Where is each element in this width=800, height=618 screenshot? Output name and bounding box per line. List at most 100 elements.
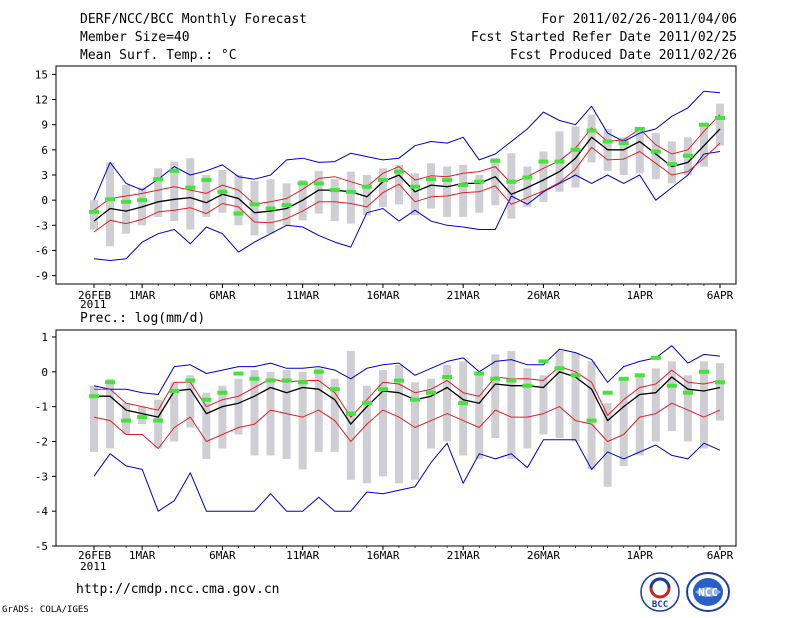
ncc-logo-text: NCC <box>698 586 718 599</box>
box-mark <box>378 168 387 207</box>
box-mark <box>667 361 676 432</box>
y-tick-label: 15 <box>35 68 48 81</box>
median-mark <box>618 376 629 381</box>
median-mark <box>121 199 132 204</box>
series-line-lower-spread <box>93 142 721 233</box>
prec-panel-title: Prec.: log(mm/d) <box>80 311 205 326</box>
box-mark <box>683 375 692 442</box>
median-mark <box>410 397 421 402</box>
box-mark <box>411 173 420 216</box>
series-line-mean <box>93 128 721 222</box>
median-mark <box>217 390 228 395</box>
x-tick-label: 26FEB <box>78 549 111 562</box>
median-mark <box>586 128 597 133</box>
box-mark <box>555 350 564 438</box>
x-tick-label: 6APR <box>707 549 734 562</box>
box-mark <box>571 126 580 188</box>
median-mark <box>345 189 356 194</box>
median-mark <box>265 206 276 211</box>
series-line-upper-spread <box>93 114 721 211</box>
box-mark <box>202 392 211 459</box>
box-mark <box>491 158 500 206</box>
median-mark <box>297 181 308 186</box>
box-mark <box>459 361 468 456</box>
box-mark <box>250 180 259 236</box>
x-tick-label: 11MAR <box>286 289 319 302</box>
x-tick-label: 1APR <box>626 289 653 302</box>
box-mark <box>491 354 500 438</box>
box-mark <box>362 175 371 216</box>
series-line-max <box>93 90 721 201</box>
median-mark <box>249 202 260 207</box>
x-tick-label: 26MAR <box>527 289 560 302</box>
x-tick-label: 16MAR <box>366 549 399 562</box>
box-mark <box>90 385 98 452</box>
y-tick-label: -9 <box>35 270 48 283</box>
box-mark <box>651 133 660 180</box>
box-mark <box>411 382 420 480</box>
series-line-min <box>93 439 721 512</box>
median-mark <box>345 411 356 416</box>
box-mark <box>507 153 516 219</box>
y-tick-label: -3 <box>35 219 48 232</box>
median-mark <box>538 159 549 164</box>
y-tick-label: 6 <box>41 144 48 157</box>
ncc-logo: NCC <box>686 572 730 612</box>
bcc-logo: BCC <box>640 572 680 612</box>
median-mark <box>169 168 180 173</box>
box-mark <box>234 378 243 435</box>
box-mark <box>170 382 179 442</box>
median-mark <box>570 373 581 378</box>
grads-credit: GrADS: COLA/IGES <box>2 605 89 615</box>
x-tick-label: 21MAR <box>447 549 480 562</box>
y-tick-label: 0 <box>41 366 48 379</box>
box-mark <box>218 385 227 449</box>
box-mark <box>154 399 163 449</box>
box-mark <box>619 137 628 175</box>
series-line-mean <box>94 371 721 425</box>
plot-frame <box>55 329 737 547</box>
header-title: DERF/NCC/BCC Monthly Forecast <box>80 12 307 27</box>
median-mark <box>361 184 372 189</box>
median-mark <box>522 175 533 180</box>
median-mark <box>458 401 469 406</box>
y-tick-label: 0 <box>41 194 48 207</box>
y-tick-label: -6 <box>35 244 48 257</box>
box-mark <box>523 166 532 207</box>
median-mark <box>682 153 693 158</box>
median-mark <box>297 380 308 385</box>
median-mark <box>618 141 629 146</box>
median-mark <box>490 376 501 381</box>
box-mark <box>282 370 291 459</box>
median-mark <box>490 158 501 163</box>
y-tick-label: -3 <box>35 470 48 483</box>
median-mark <box>442 178 453 183</box>
header-period: For 2011/02/26-2011/04/06 <box>541 12 737 27</box>
median-mark <box>458 183 469 188</box>
x-year-label: 2011 <box>80 560 107 573</box>
header-variable: Mean Surf. Temp.: °C <box>80 48 237 63</box>
box-mark <box>427 163 436 209</box>
median-mark <box>201 178 212 183</box>
footer-url[interactable]: http://cmdp.ncc.cma.gov.cn <box>76 582 280 597</box>
box-mark <box>523 368 532 449</box>
median-mark <box>666 162 677 167</box>
median-mark <box>715 380 725 385</box>
box-mark <box>106 378 115 449</box>
y-tick-label: 3 <box>41 169 48 182</box>
x-tick-label: 26MAR <box>527 549 560 562</box>
median-mark <box>442 375 453 380</box>
x-tick-label: 11MAR <box>286 549 319 562</box>
box-mark <box>716 103 724 146</box>
box-mark <box>571 352 580 442</box>
median-mark <box>329 387 340 392</box>
chart-panel-prec: -5 -4 -3 -2 -1 0 1 26FEB 1MAR 6MAR 11MAR 16MAR 21MAR… <box>35 311 737 573</box>
box-mark <box>443 166 452 217</box>
median-mark <box>506 179 517 184</box>
header-member-size: Member Size=40 <box>80 30 190 45</box>
median-mark <box>586 418 597 423</box>
bcc-logo-text: BCC <box>652 600 668 610</box>
box-mark <box>603 403 612 487</box>
box-mark <box>186 158 195 230</box>
